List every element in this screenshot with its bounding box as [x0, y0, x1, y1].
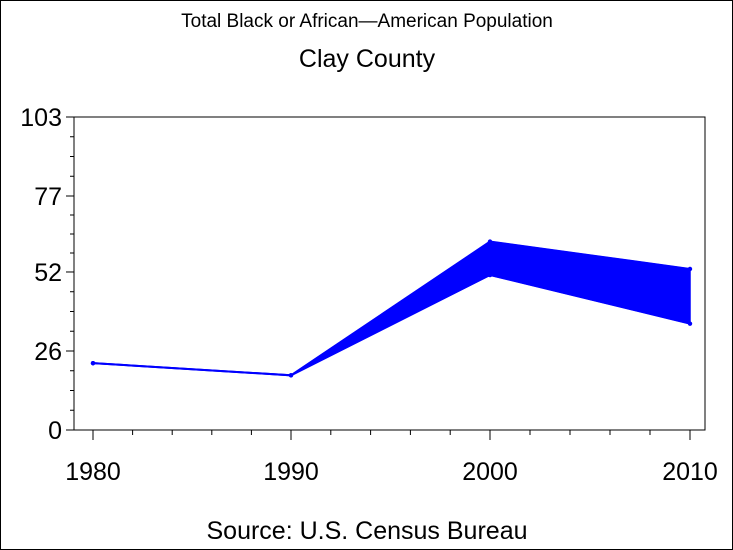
- lower-point: [90, 360, 96, 366]
- lower-point: [487, 272, 493, 278]
- y-tick-label: 103: [20, 104, 62, 132]
- lower-point: [288, 373, 294, 378]
- y-tick-label: 0: [48, 417, 62, 445]
- chart-subtitle: Clay County: [299, 45, 436, 73]
- chart-title: Total Black or African—American Populati…: [181, 11, 553, 32]
- x-tick-label: 2000: [462, 458, 518, 486]
- x-tick-label: 2010: [662, 458, 718, 486]
- y-tick-label: 77: [34, 183, 62, 211]
- upper-point: [487, 239, 493, 244]
- chart-source: Source: U.S. Census Bureau: [207, 517, 528, 545]
- plot-area: 0 26 52 77 103 1980 1990 2000 2010: [20, 104, 718, 486]
- upper-point: [687, 266, 693, 272]
- y-tick-label: 26: [34, 338, 62, 366]
- x-tick-label: 1990: [263, 458, 319, 486]
- lower-series-line: [92, 273, 691, 377]
- plot-frame: [73, 116, 706, 431]
- y-tick-label: 52: [34, 259, 62, 287]
- lower-point: [687, 321, 693, 326]
- x-tick-label: 1980: [65, 458, 121, 486]
